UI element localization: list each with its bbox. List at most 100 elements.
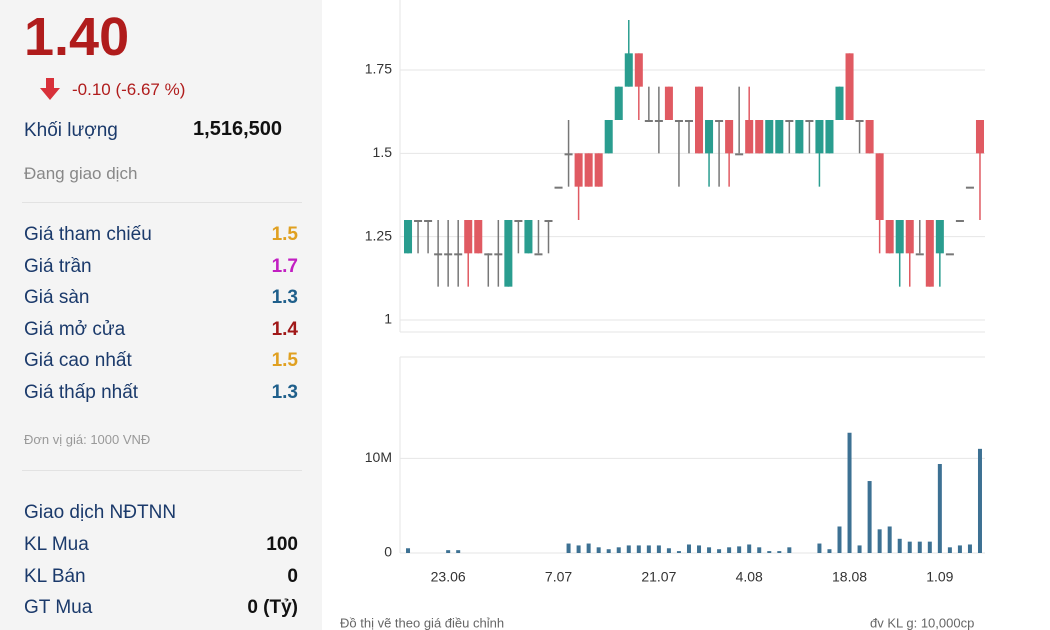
candle-body [975,120,984,154]
candle-body [424,220,433,222]
y-tick-label: 1.5 [373,144,393,160]
x-tick-label: 7.07 [545,569,572,585]
volume-bar [666,548,671,553]
volume-bar [566,543,571,553]
down-arrow [40,78,60,100]
x-tick-label: 1.09 [926,569,953,585]
volume-bar [817,543,822,553]
volume-bar [887,526,892,553]
volume-bar [827,549,832,553]
row-label: KL Bán [24,565,86,587]
y-tick-label: 1 [384,311,392,327]
candle-body [745,120,754,154]
volume-bar [857,545,862,553]
row-label: Giá sàn [24,287,90,309]
separator [22,202,302,203]
volume-bar [787,547,792,553]
candle-body [504,220,513,287]
volume-bar [707,547,712,553]
candle-body [705,120,714,154]
candle-body [654,120,663,122]
candle-body [955,220,964,222]
volume-bar [717,549,722,553]
candle-body [895,220,904,254]
volume-bar [967,544,972,553]
x-tick-label: 18.08 [832,569,867,585]
candle-body [845,53,854,121]
candle-body [494,253,503,256]
volume-bar [616,547,621,553]
row-label: Giá mở cửa [24,318,126,340]
candle-body [454,253,463,256]
volume-bar [737,546,742,553]
candle-body [584,153,593,187]
candle-body [524,220,533,254]
candle-body [434,253,443,256]
volume-bar [686,544,691,553]
row-value: 1.5 [271,350,298,372]
candle-body [514,220,523,222]
volume-bar [947,547,952,553]
candle-body [765,120,774,154]
candle-body [905,220,914,254]
candle-body [785,120,794,122]
candle-body [875,153,884,220]
volume-bar [927,541,932,553]
volume-bar [937,463,942,553]
candle-body [674,120,683,122]
candle-body [614,86,623,120]
row-value: 1.3 [271,382,298,403]
volume-bar [727,547,732,553]
candle-body [574,153,583,187]
footer-unit: đv KL g: 10,000cp [870,615,974,630]
volume-bar [847,432,852,553]
candle-body [594,153,603,187]
row-value: 1.7 [271,255,298,277]
candle-body [805,120,814,122]
candle-body [474,220,483,254]
volume-bar [867,481,872,553]
candle-body [925,220,934,287]
row-label: KL Mua [24,534,89,555]
candle-body [795,120,804,154]
volume-bar [917,541,922,553]
row-value: 100 [266,534,298,555]
row-label: Giá tham chiếu [24,224,152,245]
volume-bar [897,538,902,553]
volume-bar [596,547,601,553]
volume-bar [406,548,411,553]
price: 1.40 [24,7,130,67]
x-tick-label: 21.07 [641,569,676,585]
row-value: 1.3 [271,287,298,309]
candle-body [965,186,974,189]
candle-body [404,220,413,254]
row-label: Giá thấp nhất [24,382,139,403]
row-label: Giá trần [24,255,92,277]
volume-bar [576,545,581,553]
status: Đang giao dịch [24,164,138,183]
candle-body [865,120,874,154]
row-label: GT Mua [24,597,93,618]
candle-body [464,220,473,254]
volume-bar [747,544,752,553]
volume-bar [777,551,782,553]
candle-body [484,253,493,256]
separator [22,470,302,471]
row-value: 0 [287,565,298,587]
candle-body [735,153,744,156]
candle-body [695,86,704,154]
volume-bar [697,545,702,553]
volume-bar [636,545,641,553]
candle-body [825,120,834,154]
footer-note: Đồ thị vẽ theo giá điều chỉnh [340,615,504,630]
candle-body [554,186,563,189]
volume-bar [676,551,681,553]
volume-bar [656,545,661,553]
volume-bar [907,541,912,553]
volume-bar [977,448,982,553]
candle-body [835,86,844,120]
candle-body [815,120,824,154]
candle-body [414,220,423,222]
row-label: Giá cao nhất [24,350,132,372]
